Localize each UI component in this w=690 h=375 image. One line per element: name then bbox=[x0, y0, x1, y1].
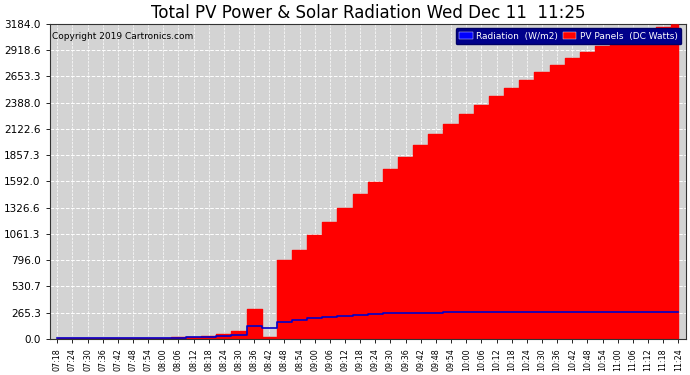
Title: Total PV Power & Solar Radiation Wed Dec 11  11:25: Total PV Power & Solar Radiation Wed Dec… bbox=[150, 4, 585, 22]
Text: Copyright 2019 Cartronics.com: Copyright 2019 Cartronics.com bbox=[52, 32, 193, 40]
Legend: Radiation  (W/m2), PV Panels  (DC Watts): Radiation (W/m2), PV Panels (DC Watts) bbox=[455, 28, 681, 45]
